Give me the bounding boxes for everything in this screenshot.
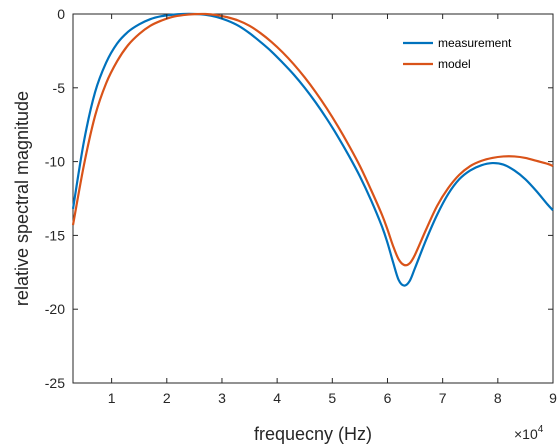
x-axis-multiplier: ×104 xyxy=(514,424,544,442)
y-tick-label: -20 xyxy=(45,301,65,317)
series-line-measurement xyxy=(71,12,554,287)
legend: measurement model xyxy=(396,26,548,76)
y-tick-label: 0 xyxy=(57,6,65,22)
y-tick-label: -15 xyxy=(45,227,65,243)
ticks-layer: 1 2 3 4 5 6 7 8 9 0 -5 -10 -15 -20 -25 xyxy=(45,6,557,406)
y-tick-label: -25 xyxy=(45,375,65,391)
series-line-model xyxy=(71,12,554,267)
x-tick-label: 5 xyxy=(328,390,336,406)
y-axis-label: relative spectral magnitude xyxy=(12,91,32,306)
y-tick-label: -5 xyxy=(53,80,66,96)
x-tick-label: 8 xyxy=(494,390,502,406)
x-tick-label: 3 xyxy=(218,390,226,406)
legend-label-measurement: measurement xyxy=(438,36,512,50)
y-tick-label: -10 xyxy=(45,154,65,170)
x-tick-label: 2 xyxy=(163,390,171,406)
x-axis-multiplier-base: ×10 xyxy=(514,426,538,442)
legend-label-model: model xyxy=(438,57,471,71)
x-tick-label: 9 xyxy=(549,390,557,406)
x-tick-label: 6 xyxy=(384,390,392,406)
x-axis-multiplier-exponent: 4 xyxy=(538,424,544,435)
legend-box xyxy=(396,26,548,76)
x-tick-label: 1 xyxy=(108,390,116,406)
x-tick-label: 4 xyxy=(273,390,281,406)
x-tick-label: 7 xyxy=(439,390,447,406)
x-axis-label: frequecny (Hz) xyxy=(254,424,372,444)
series-layer xyxy=(71,12,554,287)
